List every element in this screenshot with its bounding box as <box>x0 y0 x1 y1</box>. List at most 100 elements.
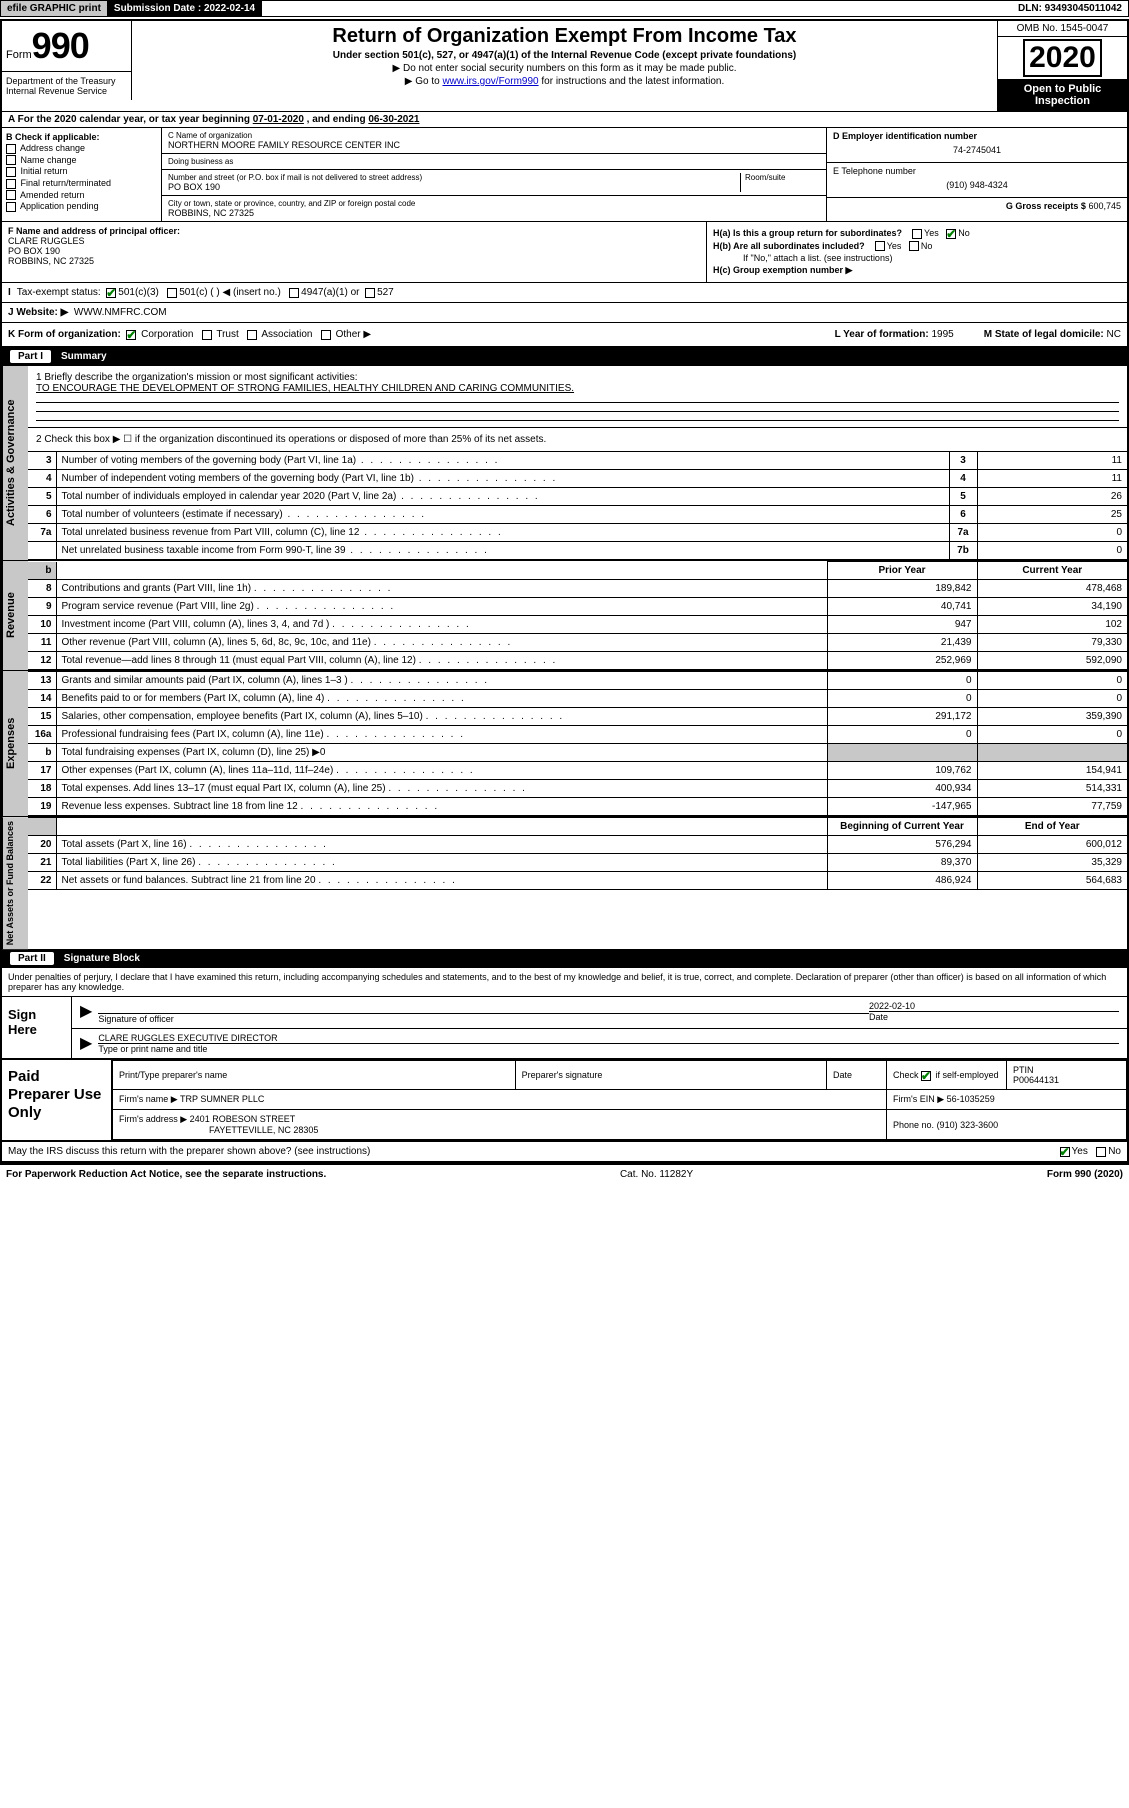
vlabel-governance: Activities & Governance <box>2 366 28 560</box>
telephone: (910) 948-4324 <box>833 176 1121 194</box>
line-k: K Form of organization: Corporation Trus… <box>2 323 1127 347</box>
principal-officer: F Name and address of principal officer:… <box>2 222 707 282</box>
instruction-2: ▶ Go to www.irs.gov/Form990 for instruct… <box>140 76 989 87</box>
table-row: bTotal fundraising expenses (Part IX, co… <box>28 744 1127 762</box>
table-row: 3Number of voting members of the governi… <box>28 452 1127 470</box>
mission-text: TO ENCOURAGE THE DEVELOPMENT OF STRONG F… <box>36 383 1119 394</box>
check-address-change[interactable]: Address change <box>20 143 85 153</box>
firm-phone-cell: Phone no. (910) 323-3600 <box>887 1110 1127 1140</box>
vlabel-revenue: Revenue <box>2 561 28 670</box>
paid-preparer-label: Paid Preparer Use Only <box>2 1060 112 1140</box>
table-row: 15Salaries, other compensation, employee… <box>28 708 1127 726</box>
irs-link[interactable]: www.irs.gov/Form990 <box>442 76 538 87</box>
org-name: NORTHERN MOORE FAMILY RESOURCE CENTER IN… <box>168 140 820 150</box>
table-row: Net unrelated business taxable income fr… <box>28 542 1127 560</box>
officer-name: CLARE RUGGLES EXECUTIVE DIRECTOR <box>98 1033 1119 1043</box>
subtitle: Under section 501(c), 527, or 4947(a)(1)… <box>140 50 989 61</box>
table-row: 19Revenue less expenses. Subtract line 1… <box>28 798 1127 816</box>
dln: DLN: 93493045011042 <box>1012 1 1128 16</box>
signature-block: Sign Here ▶ Signature of officer 2022-02… <box>2 996 1127 1058</box>
form-number-footer: Form 990 (2020) <box>1047 1169 1123 1180</box>
dept-treasury: Department of the Treasury Internal Reve… <box>2 71 132 100</box>
table-row: 11Other revenue (Part VIII, column (A), … <box>28 634 1127 652</box>
check-application-pending[interactable]: Application pending <box>20 201 99 211</box>
ein: 74-2745041 <box>833 141 1121 159</box>
firm-ein-cell: Firm's EIN ▶ 56-1035259 <box>887 1090 1127 1110</box>
section-c: C Name of organizationNORTHERN MOORE FAM… <box>162 128 827 221</box>
firm-name-cell: Firm's name ▶ TRP SUMNER PLLC <box>113 1090 887 1110</box>
page-footer: For Paperwork Reduction Act Notice, see … <box>0 1165 1129 1184</box>
ptin-cell: PTINP00644131 <box>1007 1061 1127 1090</box>
table-row: 14Benefits paid to or for members (Part … <box>28 690 1127 708</box>
check-final-return[interactable]: Final return/terminated <box>21 178 112 188</box>
check-amended[interactable]: Amended return <box>20 190 85 200</box>
table-row: 17Other expenses (Part IX, column (A), l… <box>28 762 1127 780</box>
open-to-public: Open to Public Inspection <box>998 79 1127 111</box>
self-employed-cell: Check if self-employed <box>887 1061 1007 1090</box>
section-d: D Employer identification number74-27450… <box>827 128 1127 221</box>
street-address: PO BOX 190 <box>168 182 740 192</box>
vlabel-expenses: Expenses <box>2 671 28 816</box>
firm-address-cell: Firm's address ▶ 2401 ROBESON STREETFAYE… <box>113 1110 887 1140</box>
revenue-table: bPrior YearCurrent Year 8Contributions a… <box>28 561 1127 670</box>
table-row: 12Total revenue—add lines 8 through 11 (… <box>28 652 1127 670</box>
tax-period: A For the 2020 calendar year, or tax yea… <box>2 112 1127 128</box>
table-row: 22Net assets or fund balances. Subtract … <box>28 872 1127 890</box>
form-title: Return of Organization Exempt From Incom… <box>140 25 989 48</box>
form-body: Form990 Department of the Treasury Inter… <box>0 19 1129 1165</box>
signature-arrow-icon: ▶ <box>80 1001 92 1024</box>
form-number-block: Form990 <box>2 21 132 71</box>
efile-label[interactable]: efile GRAPHIC print <box>1 1 108 16</box>
section-b: B Check if applicable: Address change Na… <box>2 128 162 221</box>
tax-year: 2020 <box>1023 39 1102 77</box>
table-row: 16aProfessional fundraising fees (Part I… <box>28 726 1127 744</box>
website-url: WWW.NMFRC.COM <box>74 307 167 318</box>
room-suite-label: Room/suite <box>745 173 820 182</box>
expenses-table: 13Grants and similar amounts paid (Part … <box>28 671 1127 816</box>
city-state-zip: ROBBINS, NC 27325 <box>168 208 820 218</box>
mission-block: 1 Briefly describe the organization's mi… <box>28 366 1127 428</box>
title-block: Return of Organization Exempt From Incom… <box>132 21 997 111</box>
table-row: 5Total number of individuals employed in… <box>28 488 1127 506</box>
state-domicile: NC <box>1107 329 1121 340</box>
gross-receipts: 600,745 <box>1088 201 1121 211</box>
line-2-discontinued: 2 Check this box ▶ ☐ if the organization… <box>28 428 1127 451</box>
table-row: 9Program service revenue (Part VIII, lin… <box>28 598 1127 616</box>
table-row: 8Contributions and grants (Part VIII, li… <box>28 580 1127 598</box>
table-row: 10Investment income (Part VIII, column (… <box>28 616 1127 634</box>
top-bar: efile GRAPHIC print Submission Date : 20… <box>0 0 1129 17</box>
discuss-row: May the IRS discuss this return with the… <box>2 1142 1127 1163</box>
right-block: OMB No. 1545-0047 2020 Open to Public In… <box>997 21 1127 111</box>
preparer-sig-header: Preparer's signature <box>515 1061 826 1090</box>
submission-date-label: Submission Date : 2022-02-14 <box>108 1 262 16</box>
website-row: J Website: ▶ WWW.NMFRC.COM <box>2 303 1127 323</box>
year-formation: 1995 <box>931 329 953 340</box>
table-row: 4Number of independent voting members of… <box>28 470 1127 488</box>
table-row: 7aTotal unrelated business revenue from … <box>28 524 1127 542</box>
table-row: 13Grants and similar amounts paid (Part … <box>28 672 1127 690</box>
name-arrow-icon: ▶ <box>80 1033 92 1054</box>
net-assets-table: Beginning of Current YearEnd of Year 20T… <box>28 817 1127 890</box>
preparer-date-header: Date <box>827 1061 887 1090</box>
cat-number: Cat. No. 11282Y <box>620 1169 693 1180</box>
sign-here-label: Sign Here <box>2 997 72 1058</box>
check-initial-return[interactable]: Initial return <box>21 166 68 176</box>
signature-line[interactable]: Signature of officer <box>98 1013 869 1024</box>
section-h: H(a) Is this a group return for subordin… <box>707 222 1127 282</box>
vlabel-net-assets: Net Assets or Fund Balances <box>2 817 28 949</box>
table-row: 20Total assets (Part X, line 16) 576,294… <box>28 836 1127 854</box>
paid-preparer-block: Paid Preparer Use Only Print/Type prepar… <box>2 1058 1127 1142</box>
governance-table: 3Number of voting members of the governi… <box>28 451 1127 560</box>
table-row: 6Total number of volunteers (estimate if… <box>28 506 1127 524</box>
table-row: 21Total liabilities (Part X, line 26) 89… <box>28 854 1127 872</box>
preparer-name-header: Print/Type preparer's name <box>113 1061 516 1090</box>
omb-number: OMB No. 1545-0047 <box>998 21 1127 37</box>
tax-exempt-status: I Tax-exempt status: 501(c)(3) 501(c) ( … <box>2 283 1127 303</box>
signature-date: 2022-02-10 <box>869 1001 1119 1011</box>
instruction-1: ▶ Do not enter social security numbers o… <box>140 63 989 74</box>
part-ii-header: Part II Signature Block <box>2 949 1127 968</box>
check-name-change[interactable]: Name change <box>21 155 77 165</box>
penalty-statement: Under penalties of perjury, I declare th… <box>2 968 1127 996</box>
part-i-header: Part I Summary <box>2 347 1127 366</box>
table-row: 18Total expenses. Add lines 13–17 (must … <box>28 780 1127 798</box>
